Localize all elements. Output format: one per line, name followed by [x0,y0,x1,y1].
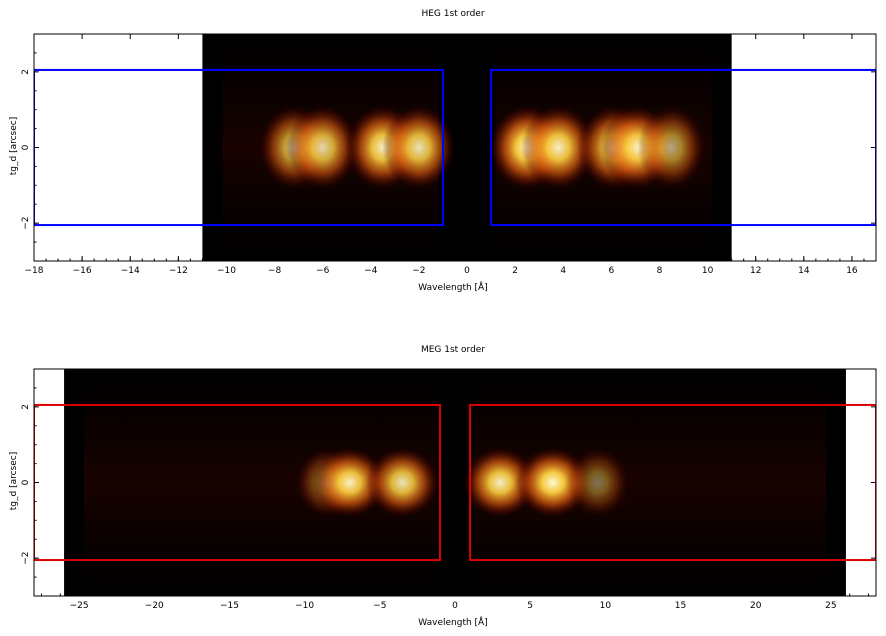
x-tick-label: −25 [70,601,89,611]
x-tick-label: 15 [675,601,686,611]
y-tick-label: 2 [21,69,31,75]
heatmap-image [34,34,876,261]
y-tick-label: 0 [21,144,31,150]
intensity-peak [312,447,388,518]
region-box [34,68,444,227]
y-axis-label: tg_d [arcsec] [9,452,19,510]
x-tick-label: −2 [412,266,425,276]
intensity-peak [566,447,630,518]
x-tick-label: −16 [73,266,92,276]
x-tick-label: 25 [825,601,836,611]
y-axis-label: tg_d [arcsec] [9,117,19,175]
x-tick-label: 16 [846,266,858,276]
heg-panel: HEG 1st order −18 −16 −14 −12 −10 −8 −6 −4 −2 0 2 4… [9,9,877,293]
x-tick-label: 0 [464,266,470,276]
y-tick-label: 0 [21,479,31,485]
x-tick-label: 10 [600,601,612,611]
intensity-peak [286,104,359,191]
meg-panel: MEG 1st order −25 −20 −15 −10 −5 0 5 10 15 20 25−2… [9,345,877,628]
x-tick-label: 20 [750,601,762,611]
y-tick-label: −2 [21,552,31,565]
region-box [469,403,876,562]
x-axis-label: Wavelength [Å] [418,281,487,293]
intensity-peak [382,104,456,191]
y-tick-label: −2 [21,217,31,230]
chart-title: HEG 1st order [421,9,484,19]
x-tick-label: 12 [750,266,761,276]
intensity-peak [521,104,596,191]
x-tick-label: −5 [373,601,386,611]
x-tick-label: −15 [220,601,239,611]
x-tick-label: −12 [169,266,188,276]
x-tick-label: 5 [527,601,533,611]
x-tick-label: 0 [452,601,458,611]
y-tick-label: 2 [21,404,31,410]
x-tick-label: 4 [560,266,566,276]
x-tick-label: 14 [798,266,810,276]
x-tick-label: −20 [145,601,164,611]
intensity-peak [462,447,538,518]
region-box [34,403,441,562]
x-tick-label: −4 [364,266,378,276]
x-tick-label: 10 [702,266,714,276]
heatmap-image [34,369,876,596]
x-tick-label: −10 [217,266,236,276]
x-tick-label: 6 [609,266,615,276]
x-tick-label: −6 [316,266,330,276]
x-tick-label: −8 [268,266,282,276]
x-axis-label: Wavelength [Å] [418,616,487,628]
x-tick-label: −18 [25,266,44,276]
x-tick-label: 8 [657,266,663,276]
intensity-peak [637,104,706,191]
intensity-peak [365,447,440,518]
x-tick-label: −10 [295,601,314,611]
x-tick-label: 2 [512,266,518,276]
region-box [490,68,876,227]
chart-title: MEG 1st order [421,345,485,355]
x-tick-label: −14 [121,266,140,276]
